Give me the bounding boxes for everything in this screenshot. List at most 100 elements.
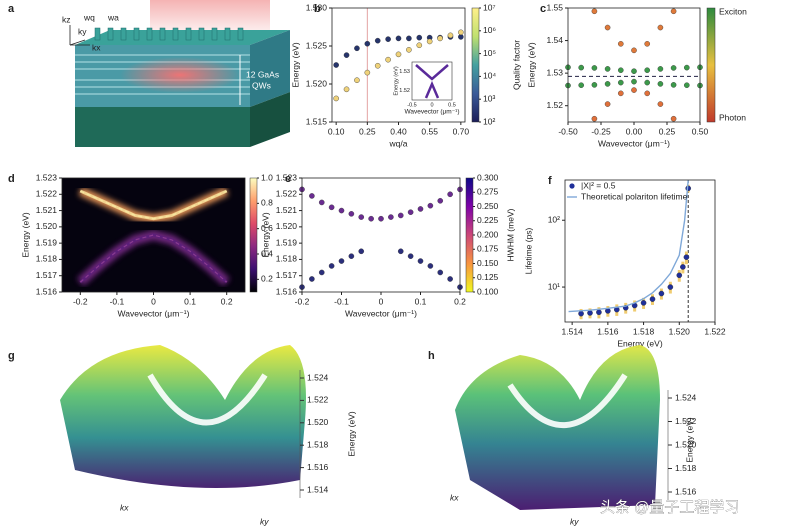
- point: [578, 64, 585, 71]
- annotation: QWs: [252, 80, 271, 90]
- z-tick-label: 1.520: [675, 439, 697, 449]
- y-axis-label: Energy (eV): [260, 212, 270, 258]
- z-tick-label: 1.522: [675, 416, 697, 426]
- point: [667, 284, 674, 290]
- colorbar-label: HWHM (meV): [505, 208, 515, 261]
- z-tick-label: 1.520: [307, 417, 329, 427]
- colorbar-tick-label: 10⁵: [483, 48, 496, 58]
- x-tick-label: 0.25: [659, 126, 676, 136]
- point: [343, 52, 350, 58]
- point: [644, 41, 651, 47]
- point: [328, 263, 335, 269]
- y-tick-label: 1.525: [306, 40, 328, 50]
- point: [604, 66, 611, 72]
- x-tick-label: 1.518: [633, 326, 655, 336]
- point: [407, 253, 414, 259]
- point: [640, 300, 647, 306]
- colorbar-tick-label: 10⁷: [483, 2, 496, 12]
- y-axis-label: ky: [570, 516, 579, 526]
- panel-label: e: [285, 173, 291, 185]
- plot-frame: [564, 179, 716, 323]
- point: [618, 41, 624, 47]
- inset-curves: [415, 64, 449, 99]
- colorbar-tick-label: 1.0: [261, 172, 273, 182]
- point: [447, 191, 453, 198]
- colorbar-tick-label: 0.175: [477, 244, 499, 254]
- point: [684, 82, 690, 88]
- panel-label: a: [8, 3, 15, 15]
- x-tick-label: -0.2: [73, 296, 88, 306]
- theory-line: [80, 190, 227, 220]
- watermark: 头条 @量子工程学习: [600, 499, 739, 516]
- colorbar: [706, 7, 716, 123]
- point: [309, 276, 315, 282]
- colorbar: [471, 7, 480, 123]
- point: [644, 90, 651, 97]
- point: [658, 290, 665, 297]
- point: [416, 34, 423, 41]
- inset-tick-label: -0.5: [407, 102, 416, 108]
- point: [684, 64, 690, 71]
- y-tick-label: 1.55: [546, 2, 563, 12]
- annotation: 12 GaAs: [246, 69, 279, 79]
- x-tick-label: -0.1: [110, 296, 125, 306]
- inset-tick-label: 0: [430, 102, 433, 108]
- inset-tick-label: 0.5: [448, 102, 456, 108]
- point: [358, 248, 365, 255]
- point: [670, 65, 677, 71]
- point: [591, 65, 598, 71]
- point: [385, 56, 391, 63]
- point: [680, 264, 686, 270]
- point: [618, 90, 624, 97]
- y-tick-label: 1.517: [276, 270, 298, 280]
- point: [591, 8, 598, 15]
- colorbar-tick-label: 0.250: [477, 201, 499, 211]
- point: [343, 86, 350, 93]
- y-tick-label: 1.523: [36, 172, 58, 182]
- x-tick-label: 0.2: [454, 296, 466, 306]
- point: [458, 29, 464, 36]
- panel-label: c: [540, 3, 546, 15]
- point: [417, 206, 424, 212]
- point: [358, 214, 365, 220]
- point: [578, 310, 584, 317]
- x-axis-label: kx: [450, 492, 459, 502]
- point: [644, 79, 651, 86]
- point: [406, 47, 412, 53]
- z-axis-label: Energy (eV): [684, 417, 694, 463]
- x-tick-label: 0: [151, 296, 156, 306]
- grating: [94, 27, 244, 41]
- point: [604, 81, 611, 87]
- axes-arrows: [69, 25, 90, 46]
- z-tick-label: 1.516: [675, 486, 697, 496]
- point: [437, 197, 444, 204]
- colorbar-label: Photon: [719, 112, 746, 122]
- point: [657, 66, 664, 72]
- point: [683, 254, 690, 260]
- colorbar-tick-label: 10⁴: [483, 71, 496, 81]
- inset-y-label: Energy (eV): [393, 66, 399, 96]
- colorbar-tick-label: 0.2: [261, 274, 273, 284]
- point: [368, 215, 374, 222]
- point: [676, 272, 683, 279]
- colorbar-tick-label: 0.4: [261, 248, 273, 258]
- point: [406, 35, 412, 42]
- point: [374, 62, 381, 69]
- point: [354, 77, 360, 83]
- inset-x-label: Wavevector (μm⁻¹): [405, 109, 460, 116]
- point: [378, 215, 384, 222]
- point: [591, 115, 598, 122]
- point: [447, 276, 453, 282]
- x-tick-label: 0.70: [453, 126, 470, 136]
- panel-label: f: [548, 175, 552, 187]
- x-axis-label: wq/a: [389, 138, 408, 148]
- panel-label: d: [8, 173, 15, 185]
- x-tick-label: 0.40: [390, 126, 407, 136]
- y-tick-label: 1.521: [276, 205, 298, 215]
- y-tick-label: 1.517: [36, 270, 58, 280]
- point: [318, 269, 325, 276]
- point: [447, 32, 454, 39]
- y-tick-label: 1.520: [306, 78, 328, 88]
- substrate-side: [250, 92, 290, 147]
- colorbar-tick-label: 0.150: [477, 258, 499, 268]
